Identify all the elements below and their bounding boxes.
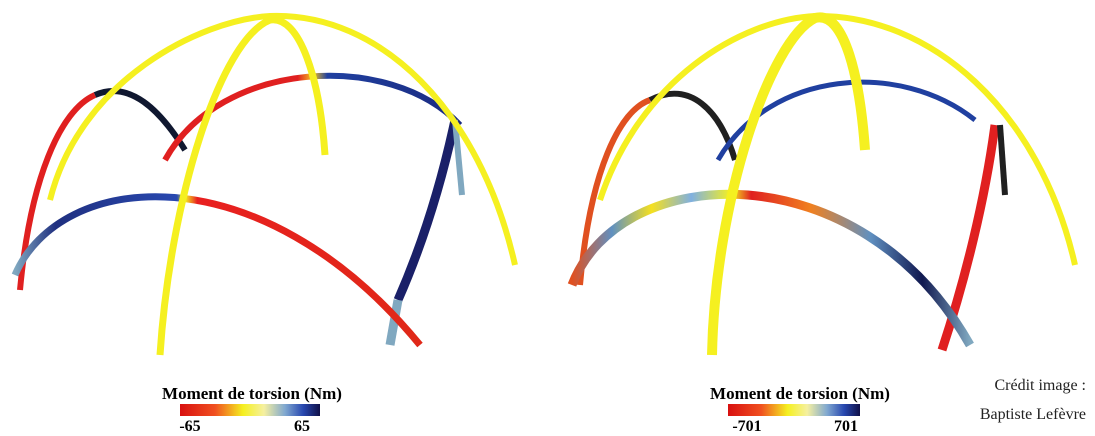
beam	[707, 12, 870, 356]
beam	[997, 124, 1008, 196]
credit: Crédit image :	[994, 377, 1086, 394]
colorbar-title: Moment de torsion (Nm)	[710, 384, 890, 403]
beam	[452, 119, 465, 196]
beam	[937, 124, 1000, 352]
colorbar-max: 701	[834, 418, 858, 435]
beam	[93, 88, 188, 152]
colorbar-min: -65	[179, 418, 200, 435]
beam	[577, 97, 652, 286]
beam	[385, 299, 403, 346]
colorbar-title: Moment de torsion (Nm)	[162, 384, 342, 403]
beam	[715, 79, 977, 162]
beam	[156, 16, 329, 356]
beam	[162, 72, 463, 162]
colorbar-right: Moment de torsion (Nm) -701 701	[710, 384, 890, 435]
colorbar-left: Moment de torsion (Nm) -65 65	[162, 384, 342, 435]
right-gridshell	[567, 12, 1078, 356]
colorbar	[180, 404, 320, 416]
beam	[567, 189, 974, 348]
colorbar	[728, 404, 860, 416]
left-gridshell	[11, 12, 518, 356]
colorbar-min: -701	[732, 418, 761, 435]
beam	[11, 193, 423, 348]
colorbar-max: 65	[294, 418, 310, 435]
beam	[393, 119, 460, 302]
credit: Baptiste Lefèvre	[980, 406, 1086, 423]
beam	[47, 12, 518, 266]
